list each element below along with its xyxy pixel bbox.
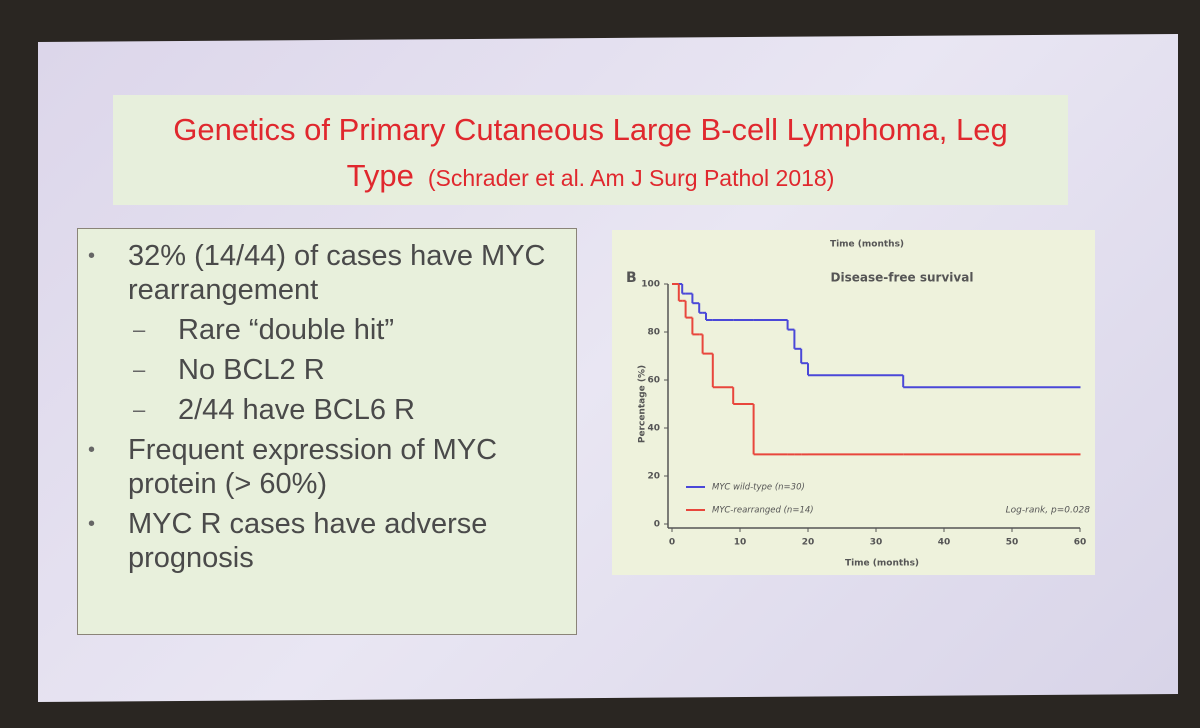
y-tick-label: 0 <box>654 520 660 530</box>
bullet-item: Frequent expression of MYC protein (> 60… <box>88 433 556 501</box>
bullet-item: 2/44 have BCL6 R <box>133 393 556 427</box>
y-tick-label: 40 <box>647 424 660 434</box>
y-tick-label: 20 <box>647 472 660 482</box>
title-box: Genetics of Primary Cutaneous Large B-ce… <box>113 95 1068 205</box>
chart-title: Disease-free survival <box>831 271 974 285</box>
x-tick-label: 30 <box>870 538 883 548</box>
bullet-box: 32% (14/44) of cases have MYC rearrangem… <box>77 228 577 635</box>
x-tick-label: 20 <box>802 538 815 548</box>
x-tick-label: 50 <box>1006 538 1019 548</box>
x-tick-label: 10 <box>734 538 747 548</box>
legend-label: MYC wild-type (n=30) <box>712 483 805 493</box>
chart: 0 20 40 60 80 100 0 10 20 30 40 50 60 Time (months) B D… <box>626 240 1091 569</box>
x-tick-label: 60 <box>1074 538 1087 548</box>
x-tick-label: 0 <box>669 538 675 548</box>
slide-title: Genetics of Primary Cutaneous Large B-ce… <box>173 112 1008 193</box>
y-tick-label: 100 <box>641 280 660 290</box>
y-tick-label: 60 <box>647 376 660 386</box>
x-tick-label: 40 <box>938 538 951 548</box>
bullet-item: 32% (14/44) of cases have MYC rearrangem… <box>88 239 556 307</box>
x-axis-label: Time (months) <box>845 559 919 569</box>
y-axis-label: Percentage (%) <box>638 365 648 443</box>
bullet-item: No BCL2 R <box>133 353 556 387</box>
bullet-item: Rare “double hit” <box>133 313 556 347</box>
legend-label: MYC-rearranged (n=14) <box>712 506 814 516</box>
chart-box: 0 20 40 60 80 100 0 10 20 30 40 50 60 Time (months) B D… <box>612 230 1095 575</box>
panel-label: B <box>626 270 637 286</box>
top-label: Time (months) <box>830 240 904 250</box>
y-tick-label: 80 <box>647 328 660 338</box>
annotation: Log-rank, p=0.028 <box>1006 506 1091 516</box>
bullet-item: MYC R cases have adverse prognosis <box>88 507 556 575</box>
citation: (Schrader et al. Am J Surg Pathol 2018) <box>427 165 835 191</box>
